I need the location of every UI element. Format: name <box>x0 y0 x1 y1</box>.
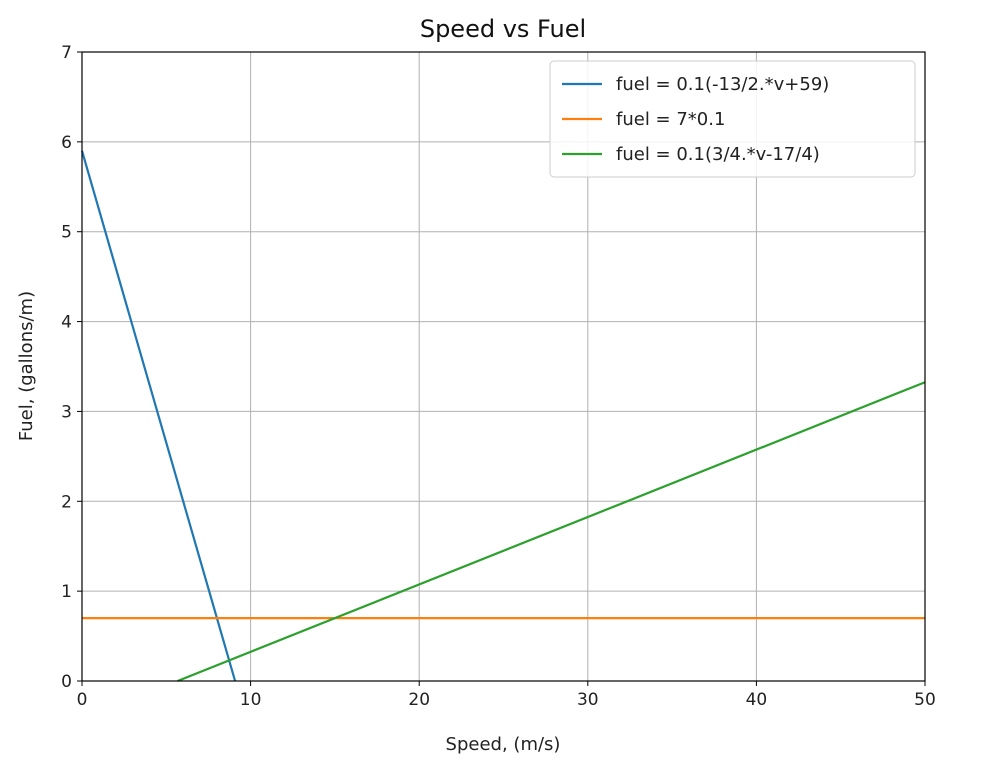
y-tick-label: 6 <box>61 133 72 153</box>
y-tick-label: 0 <box>61 672 72 692</box>
legend-label-2: fuel = 7*0.1 <box>616 109 725 130</box>
chart-title: Speed vs Fuel <box>420 15 586 43</box>
x-axis-label: Speed, (m/s) <box>446 734 561 755</box>
legend-box <box>549 60 916 178</box>
y-tick-label: 1 <box>61 582 72 602</box>
x-axis-ticks: 0 10 20 30 40 50 <box>77 681 936 710</box>
x-tick-label: 40 <box>746 690 768 710</box>
x-tick-label: 10 <box>240 690 262 710</box>
y-tick-label: 3 <box>61 402 72 422</box>
legend: fuel = 0.1(-13/2.*v+59) fuel = 7*0.1 fuel … <box>549 60 916 178</box>
legend-label-3: fuel = 0.1(3/4.*v-17/4) <box>616 144 820 165</box>
plot-series <box>80 150 926 683</box>
y-tick-label: 7 <box>61 43 72 63</box>
x-tick-label: 0 <box>77 690 88 710</box>
y-tick-label: 5 <box>61 223 72 243</box>
x-tick-label: 20 <box>408 690 430 710</box>
series-line-1 <box>80 150 237 682</box>
y-axis-label: Fuel, (gallons/m) <box>16 291 37 441</box>
x-tick-label: 30 <box>577 690 599 710</box>
x-tick-label: 50 <box>914 690 936 710</box>
series-line-3 <box>177 381 926 683</box>
y-axis-ticks: 0 1 2 3 4 5 6 7 <box>61 43 82 692</box>
y-tick-label: 4 <box>61 313 72 333</box>
legend-label-1: fuel = 0.1(-13/2.*v+59) <box>616 74 829 95</box>
plot-frame <box>81 51 926 682</box>
y-tick-label: 2 <box>61 492 72 512</box>
